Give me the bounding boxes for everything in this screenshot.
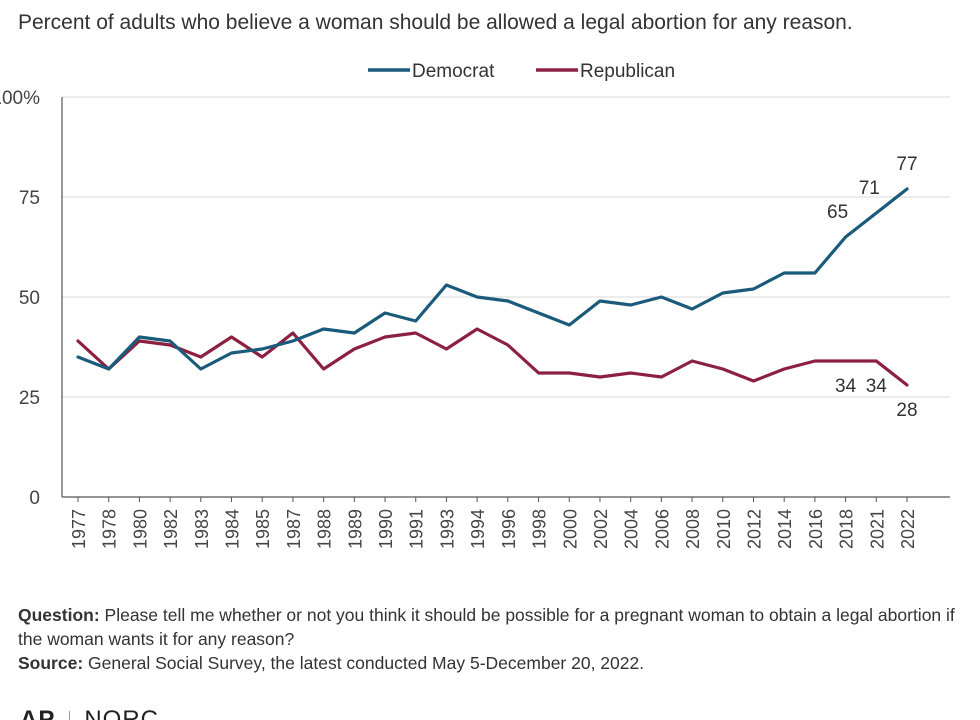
- x-tick-label: 1990: [376, 509, 396, 549]
- question-label: Question:: [18, 605, 100, 625]
- data-label: 71: [859, 178, 880, 199]
- y-tick-label: 75: [19, 188, 40, 209]
- publisher-logos: AP NORC: [20, 706, 159, 720]
- question-note: Question: Please tell me whether or not …: [18, 603, 968, 651]
- data-label: 34: [835, 376, 857, 397]
- x-tick-label: 1994: [468, 509, 488, 549]
- y-tick-label: 50: [19, 288, 40, 309]
- x-tick-label: 1978: [100, 509, 120, 549]
- data-label: 65: [827, 202, 848, 223]
- x-tick-label: 1980: [130, 509, 150, 549]
- data-labels: 65 71 77 34 34 28: [827, 154, 918, 421]
- x-tick-label: 1988: [315, 509, 335, 549]
- x-tick-label: 2016: [806, 509, 826, 549]
- x-tick-label: 1996: [499, 509, 519, 549]
- logo-divider: [69, 710, 71, 720]
- ap-logo: AP: [20, 706, 56, 720]
- chart-subtitle: Percent of adults who believe a woman sh…: [18, 11, 853, 34]
- chart-notes: Question: Please tell me whether or not …: [18, 603, 968, 675]
- x-tick-label: 2021: [867, 509, 887, 549]
- chart-series: [76, 187, 909, 387]
- y-tick-label: 25: [19, 388, 40, 409]
- x-tick-label: 1984: [223, 509, 243, 549]
- x-tick-label: 2006: [652, 509, 672, 549]
- x-tick-label: 2022: [898, 509, 918, 549]
- data-label: 28: [896, 400, 917, 421]
- x-tick-label: 2000: [560, 509, 580, 549]
- x-tick-label: 2018: [837, 509, 857, 549]
- x-tick-label: 2002: [591, 509, 611, 549]
- chart-legend: Democrat Republican: [368, 61, 675, 82]
- data-label: 77: [896, 154, 917, 175]
- x-tick-label: 2010: [714, 509, 734, 549]
- norc-logo: NORC: [84, 706, 160, 720]
- y-tick-label: 100%: [0, 88, 40, 109]
- x-tick-label: 1991: [407, 509, 427, 549]
- source-text: General Social Survey, the latest conduc…: [83, 653, 645, 673]
- source-label: Source:: [18, 653, 84, 673]
- x-tick-label: 1987: [284, 509, 304, 549]
- chart-gridlines: [61, 96, 950, 498]
- x-tick-label: 1989: [345, 509, 365, 549]
- y-tick-label: 0: [29, 488, 40, 509]
- source-note: Source: General Social Survey, the lates…: [18, 651, 968, 675]
- legend-label-democrat: Democrat: [412, 61, 495, 82]
- question-text: Please tell me whether or not you think …: [18, 605, 955, 649]
- y-axis: 0 25 50 75 100%: [0, 88, 40, 509]
- x-tick-label: 1993: [437, 509, 457, 549]
- x-tick-label: 2008: [683, 509, 703, 549]
- x-tick-label: 1983: [192, 509, 212, 549]
- x-tick-label: 1998: [530, 509, 550, 549]
- x-tick-label: 2004: [622, 509, 642, 549]
- series-line-democrat: [76, 187, 909, 371]
- data-label: 34: [866, 376, 888, 397]
- x-tick-label: 1977: [69, 509, 89, 549]
- series-line-republican: [76, 327, 909, 387]
- x-tick-label: 2012: [744, 509, 764, 549]
- x-axis: 1977 1978 1980 1982 1983 1984 1985 1987 1988 1989…: [69, 497, 918, 549]
- x-tick-label: 1982: [161, 509, 181, 549]
- x-tick-label: 1985: [253, 509, 273, 549]
- x-tick-label: 2014: [775, 509, 795, 549]
- legend-label-republican: Republican: [580, 61, 675, 82]
